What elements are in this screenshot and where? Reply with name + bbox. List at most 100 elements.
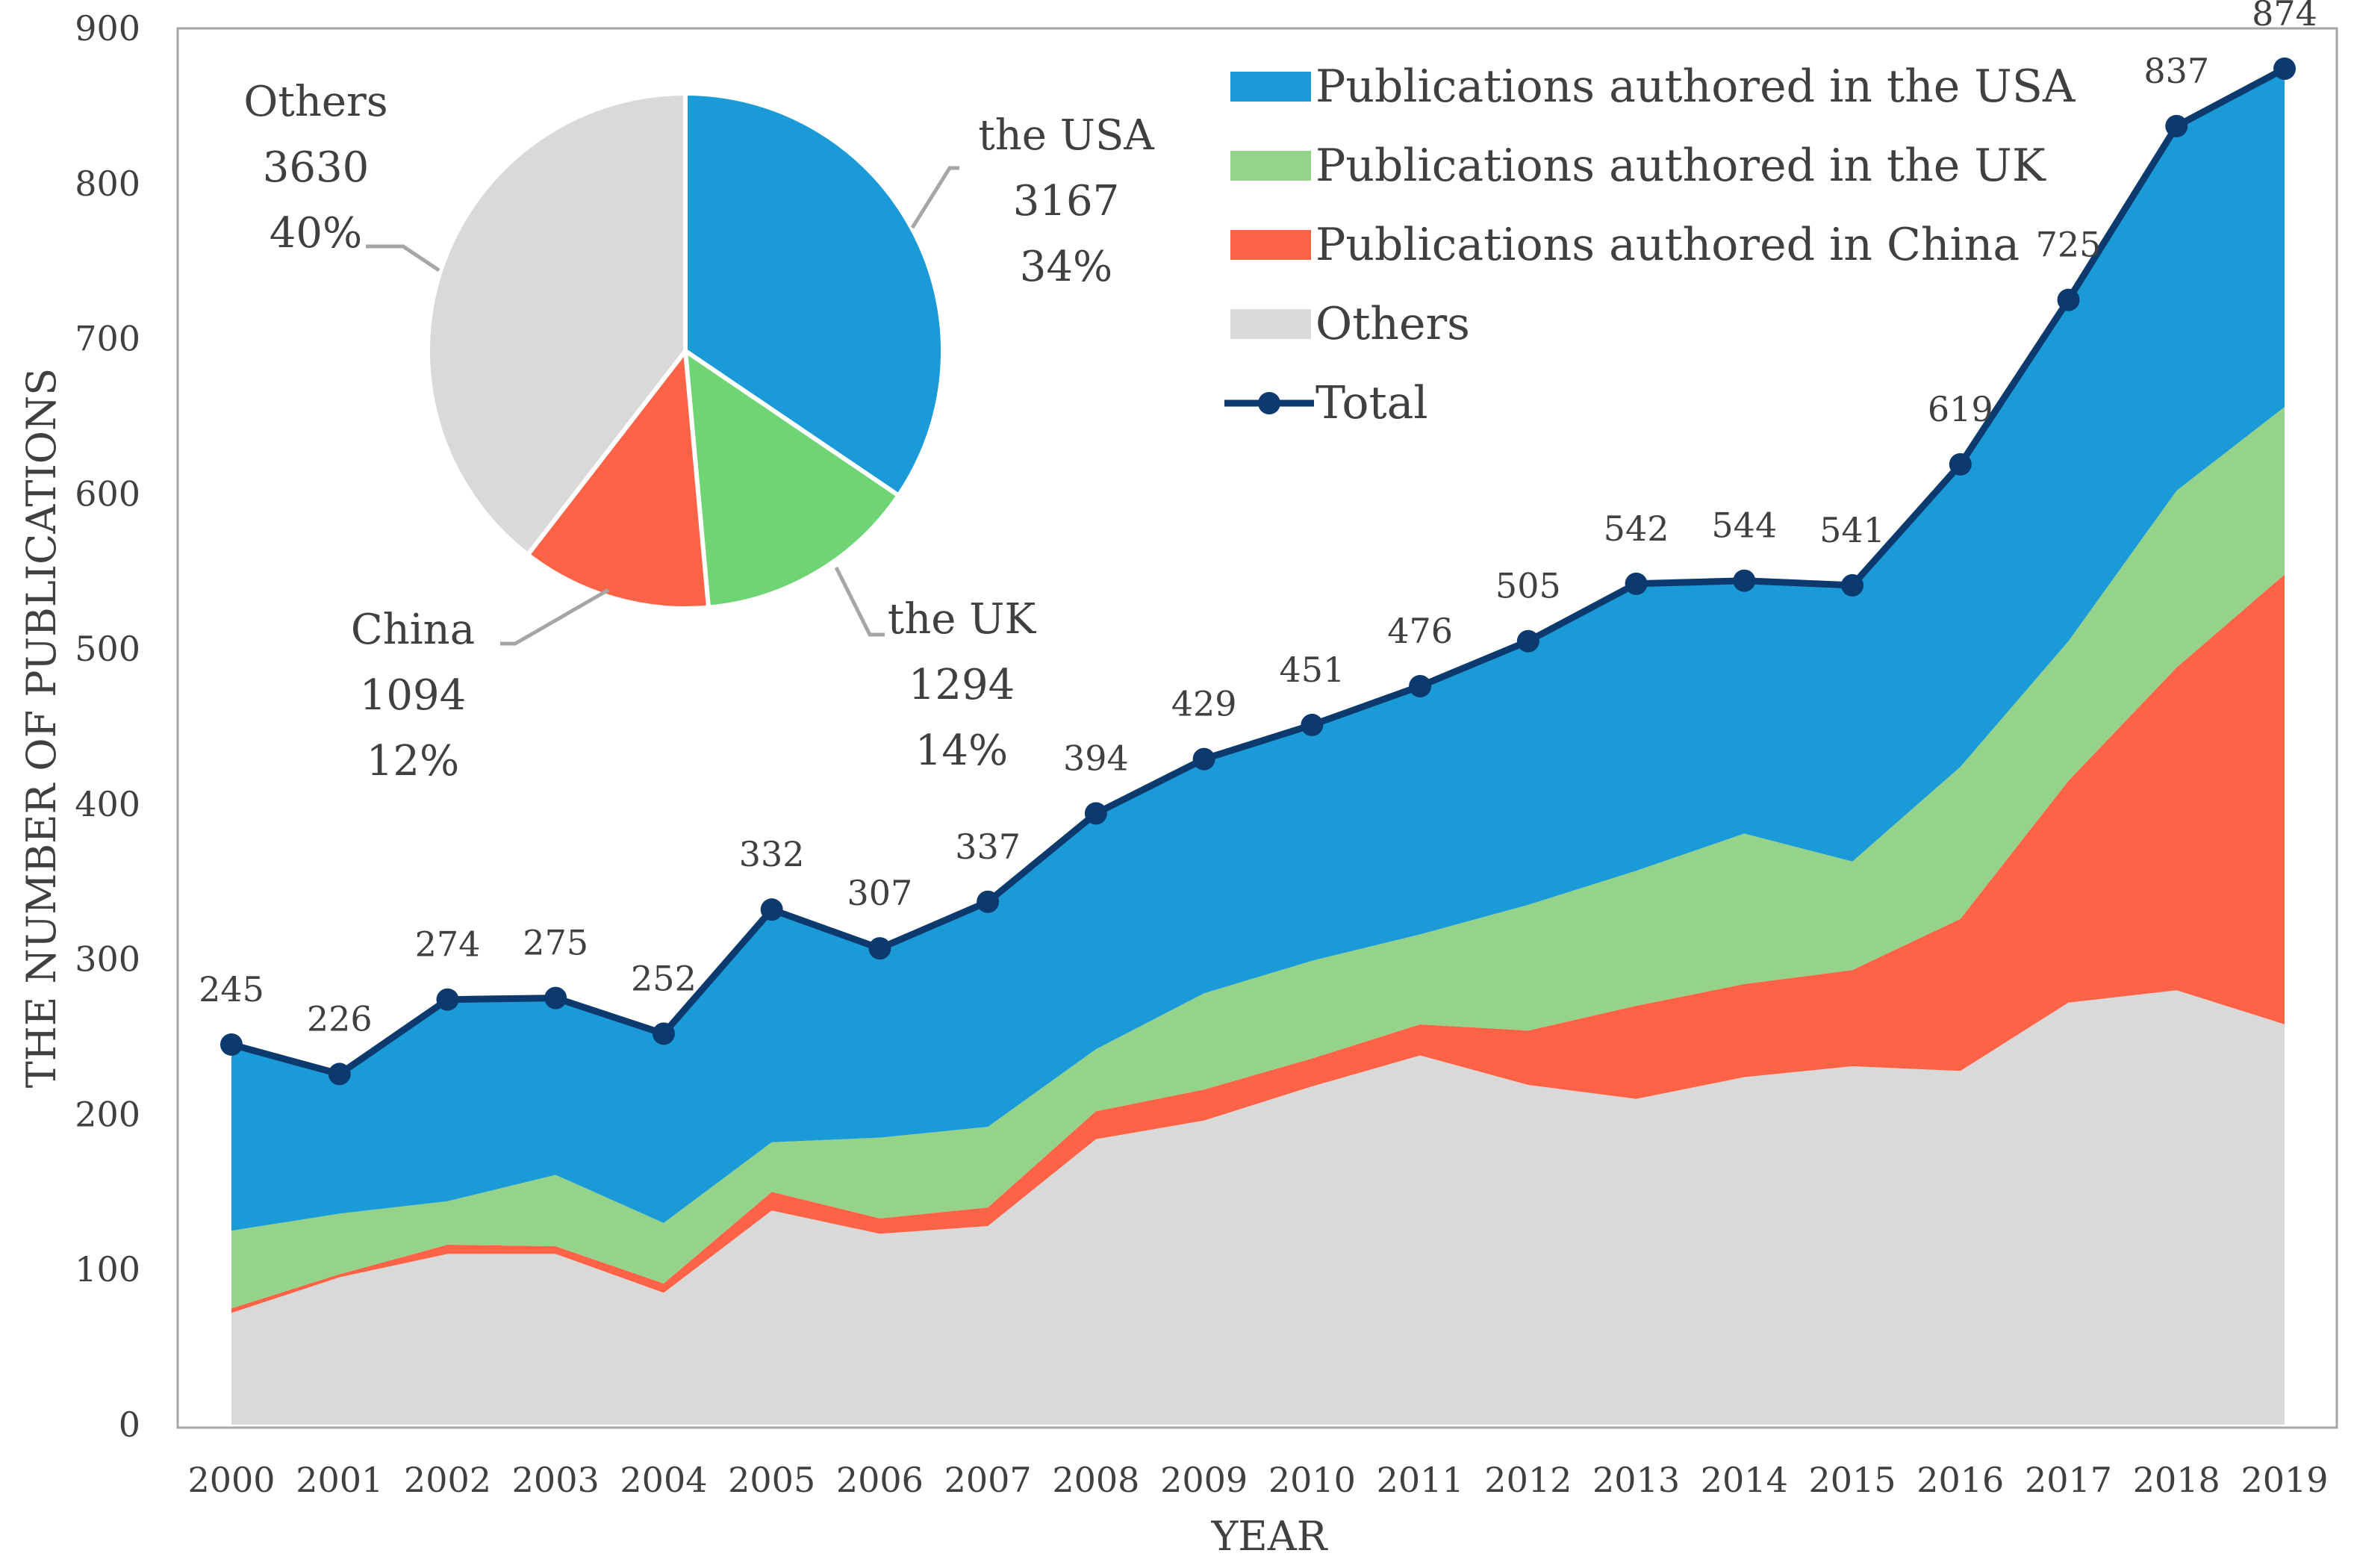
x-axis-ticks: 2000 2001 2002 2003 2004 2005 2006 2007 2008 2009… (187, 1460, 2328, 1500)
y-tick-label: 200 (75, 1094, 140, 1134)
total-value-label: 476 (1387, 611, 1453, 651)
x-tick-label: 2000 (187, 1460, 275, 1500)
x-tick-label: 2007 (944, 1460, 1032, 1500)
legend-label: Publications authored in China (1315, 219, 2020, 271)
total-value-label: 542 (1604, 508, 1669, 549)
total-line (230, 66, 2287, 1077)
pie-slice-china (524, 345, 712, 611)
total-point (1949, 452, 1972, 476)
legend: Publications authored in the USA Publicat… (1224, 60, 2076, 429)
total-point (328, 1063, 351, 1086)
total-value-label: 541 (1819, 510, 1885, 550)
x-tick-label: 2013 (1592, 1460, 1680, 1500)
legend-label: Publications authored in the USA (1315, 60, 2076, 113)
y-axis-ticks: 0 100 200 300 400 500 600 700 800 900 (75, 8, 140, 1445)
pie-label-percent: 40% (270, 209, 362, 258)
pie-leader-line (366, 244, 440, 273)
total-point (2057, 288, 2080, 311)
legend-marker (1258, 392, 1280, 414)
pie-label-value: 1294 (909, 661, 1015, 709)
pie-label-name: China (351, 606, 475, 654)
x-tick-label: 2004 (620, 1460, 707, 1500)
plot-frame (176, 27, 2338, 1429)
total-point (652, 1022, 675, 1045)
total-value-label: 505 (1495, 566, 1561, 606)
y-tick-label: 500 (75, 629, 140, 669)
y-tick-label: 300 (75, 939, 140, 980)
total-value-label: 307 (847, 873, 913, 913)
pie-label-percent: 12% (367, 737, 459, 785)
x-tick-label: 2012 (1484, 1460, 1572, 1500)
total-value-label: 394 (1063, 738, 1129, 778)
total-point (977, 890, 1000, 913)
legend-label: Total (1315, 377, 1428, 429)
pie-leader-line (910, 166, 959, 229)
pie-label-percent: 14% (915, 727, 1008, 775)
total-point (868, 937, 891, 960)
x-tick-label: 2016 (1916, 1460, 2004, 1500)
area-others (231, 990, 2285, 1425)
total-point (1625, 572, 1648, 595)
x-tick-label: 2011 (1377, 1460, 1464, 1500)
pie-label-name: the UK (888, 595, 1037, 644)
pie-label-value: 3167 (1013, 177, 1120, 225)
total-value-label: 332 (739, 834, 805, 874)
pie-label-percent: 34% (1020, 243, 1112, 291)
y-tick-label: 800 (75, 164, 140, 204)
y-tick-label: 100 (75, 1249, 140, 1289)
pie-chart: the USA 3167 34% the UK 1294 14% China 1094 12% O… (243, 78, 1154, 785)
x-tick-label: 2014 (1701, 1460, 1788, 1500)
area-publications-authored-in-the-uk (231, 407, 2285, 1309)
total-point (1409, 674, 1432, 697)
total-point (2165, 114, 2188, 137)
total-point (1733, 569, 1756, 592)
x-tick-label: 2003 (512, 1460, 600, 1500)
pie-label-value: 3630 (263, 143, 370, 192)
total-point (2273, 57, 2296, 81)
total-point (544, 986, 567, 1009)
x-tick-label: 2001 (296, 1460, 383, 1500)
y-tick-label: 600 (75, 473, 140, 514)
x-tick-label: 2015 (1809, 1460, 1896, 1500)
total-value-label: 252 (631, 958, 697, 998)
total-value-label: 245 (199, 969, 264, 1009)
pie-label-value: 1094 (360, 671, 467, 720)
pie-slice-others (426, 90, 688, 559)
total-value-label: 837 (2143, 51, 2209, 91)
y-tick-label: 900 (75, 8, 140, 49)
total-series (220, 57, 2296, 1086)
pie-slice-the-uk (682, 346, 902, 610)
total-value-label: 874 (2252, 0, 2317, 34)
total-point (1841, 573, 1864, 597)
x-tick-label: 2018 (2133, 1460, 2220, 1500)
pie-leader-line (834, 566, 885, 637)
pie-slice-the-usa (683, 90, 945, 499)
total-value-label: 725 (2036, 225, 2102, 265)
total-point (436, 988, 459, 1011)
y-tick-label: 0 (119, 1404, 140, 1445)
legend-swatch (1230, 151, 1311, 181)
pie-leader-line (500, 588, 610, 646)
area-publications-authored-in-the-usa (231, 69, 2285, 1231)
total-value-label: 451 (1279, 650, 1345, 690)
legend-swatch (1230, 72, 1311, 102)
total-point (1084, 802, 1107, 825)
total-point (760, 898, 783, 921)
stacked-areas (231, 69, 2285, 1425)
y-tick-label: 400 (75, 784, 140, 824)
y-tick-label: 700 (75, 319, 140, 359)
y-axis-title: THE NUMBER OF PUBLICATIONS (18, 368, 65, 1089)
pie-label-name: Others (243, 78, 387, 126)
total-value-label: 619 (1928, 389, 1993, 429)
total-value-labels: 245 226 274 275 252 332 307 337 394 429 451 476 505 5… (199, 0, 2317, 1039)
total-point (1301, 713, 1324, 736)
legend-swatch (1230, 309, 1311, 339)
x-tick-label: 2002 (404, 1460, 491, 1500)
x-tick-label: 2019 (2241, 1460, 2328, 1500)
total-value-label: 226 (307, 998, 373, 1039)
legend-label: Publications authored in the UK (1315, 140, 2046, 192)
total-value-label: 274 (415, 924, 481, 965)
total-value-label: 429 (1171, 684, 1237, 724)
total-value-label: 275 (523, 923, 588, 963)
